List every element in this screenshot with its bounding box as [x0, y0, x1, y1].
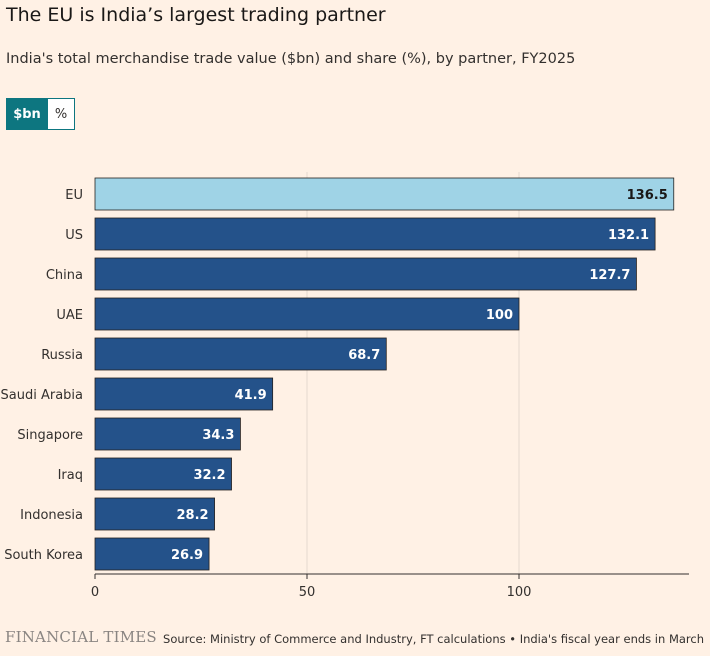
bar [94, 177, 675, 211]
category-label: Saudi Arabia [1, 388, 84, 403]
category-label: China [46, 268, 83, 283]
x-tick-label: 0 [91, 585, 99, 600]
category-label: US [65, 228, 83, 243]
bar [94, 257, 637, 291]
value-label: 34.3 [202, 428, 234, 443]
bar [94, 337, 387, 371]
chart-title: The EU is India’s largest trading partne… [6, 4, 386, 26]
bar [94, 457, 232, 491]
bar [94, 297, 520, 331]
category-label: Iraq [58, 468, 83, 483]
category-label: Singapore [17, 428, 83, 443]
category-label: UAE [56, 308, 83, 323]
category-label: Indonesia [20, 508, 83, 523]
source-note: Source: Ministry of Commerce and Industr… [163, 632, 704, 646]
value-label: 100 [486, 308, 513, 323]
value-label: 68.7 [348, 348, 380, 363]
bar [94, 417, 241, 451]
value-label: 41.9 [235, 388, 267, 403]
toggle-bn-button[interactable]: $bn [7, 99, 47, 129]
value-label: 132.1 [608, 228, 649, 243]
value-label: 26.9 [171, 548, 203, 563]
unit-toggle: $bn % [6, 98, 75, 130]
x-tick-label: 100 [507, 585, 532, 600]
bar [94, 497, 215, 531]
value-label: 127.7 [589, 268, 630, 283]
category-label: Russia [41, 348, 83, 363]
bar [94, 217, 656, 251]
toggle-percent-button[interactable]: % [47, 99, 74, 129]
category-label: South Korea [4, 548, 83, 563]
chart-subtitle: India's total merchandise trade value ($… [6, 51, 576, 67]
value-label: 32.2 [193, 468, 225, 483]
value-label: 28.2 [176, 508, 208, 523]
ft-logo: FINANCIAL TIMES [5, 628, 157, 646]
bar [94, 537, 210, 571]
x-tick-label: 50 [299, 585, 316, 600]
value-label: 136.5 [627, 188, 668, 203]
category-label: EU [65, 188, 83, 203]
bar [94, 377, 274, 411]
